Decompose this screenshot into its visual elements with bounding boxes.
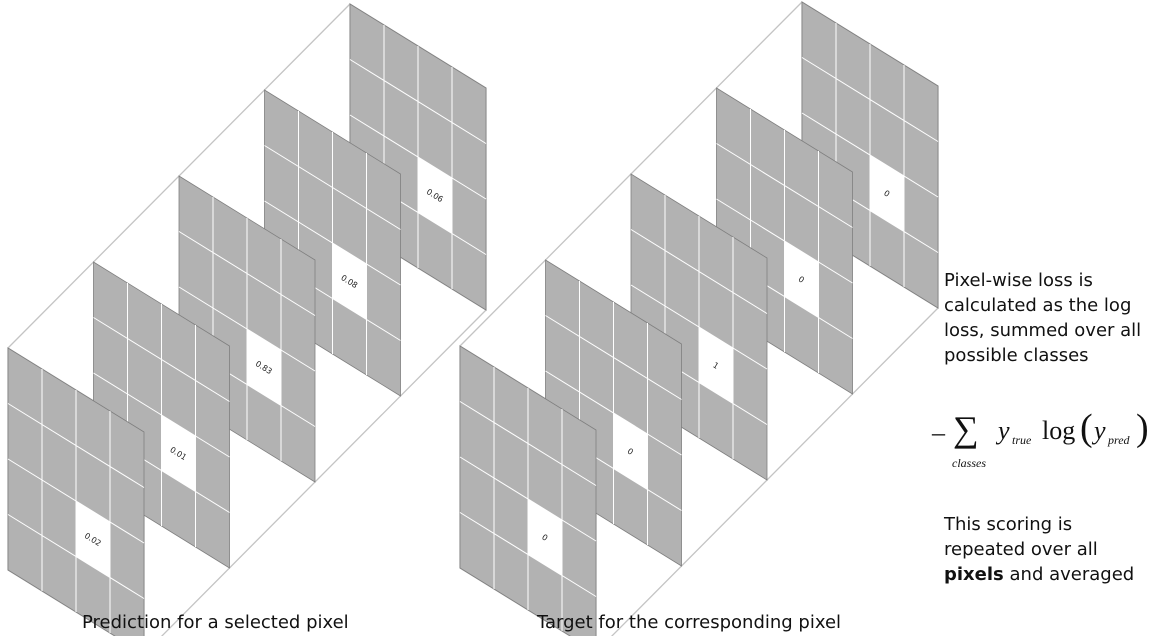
prediction-selected-pixel (76, 501, 110, 578)
prediction-selected-pixel (418, 157, 452, 234)
formula-y-true-subscript: true (1012, 433, 1032, 447)
prediction-caption: Prediction for a selected pixel (82, 612, 349, 633)
target-selected-pixel (613, 413, 648, 490)
formula-log: log (1042, 416, 1076, 445)
averaging-text-start: This scoring is repeated over all (944, 514, 1098, 560)
target-grid-line (716, 198, 853, 284)
formula-minus: – (932, 418, 945, 447)
prediction-selected-pixel (247, 329, 281, 406)
prediction-selected-pixel (332, 243, 367, 320)
averaging-text-end: and averaged (1009, 564, 1135, 585)
prediction-grid-line (349, 114, 487, 200)
formula-y-pred: y (1094, 416, 1106, 445)
target-selected-pixel (699, 327, 733, 404)
averaging-description: This scoring is repeated over all pixels… (944, 512, 1149, 587)
formula-right-paren: ) (1136, 407, 1149, 449)
target-grid-line (630, 284, 768, 370)
prediction-grid-line (7, 514, 145, 599)
target-grid-line (545, 370, 682, 456)
prediction-class-panel-1: 0.02 (7, 347, 145, 636)
formula-y-pred-subscript: pred (1108, 433, 1130, 447)
target-pixel-value: 0 (882, 189, 891, 199)
target-grid-line (459, 512, 597, 597)
loss-description: Pixel-wise loss is calculated as the log… (944, 270, 1142, 366)
formula-y-true: y (998, 416, 1010, 445)
prediction-selected-pixel (161, 415, 196, 492)
log-loss-formula: – ∑ classes y true log ( y pred ) (930, 402, 1155, 477)
target-class-panel-1: 0 (459, 345, 597, 636)
target-grid-line (459, 456, 597, 542)
prediction-grid-line (178, 286, 316, 372)
target-pixel-value: 0 (797, 275, 806, 285)
target-pixel-value: 0 (626, 447, 635, 457)
target-pixel-value: 0 (540, 533, 549, 543)
target-caption: Target for the corresponding pixel (537, 612, 842, 633)
formula-sum-sign: ∑ (953, 409, 979, 449)
prediction-grid-line (7, 458, 145, 544)
target-grid-line (801, 112, 939, 198)
formula-left-paren: ( (1080, 407, 1093, 449)
prediction-volume: 0.060.080.830.010.02 (7, 2, 487, 636)
target-volume: 0 0 1 0 0 (459, 0, 939, 636)
formula-sum-subscript: classes (952, 456, 986, 470)
target-selected-pixel (528, 499, 562, 576)
target-selected-pixel (870, 155, 904, 232)
target-pixel-value: 1 (711, 361, 720, 371)
prediction-grid-line (264, 200, 401, 286)
pixels-emphasis: pixels (944, 564, 1004, 585)
target-selected-pixel (784, 241, 819, 318)
prediction-grid-line (93, 372, 230, 458)
